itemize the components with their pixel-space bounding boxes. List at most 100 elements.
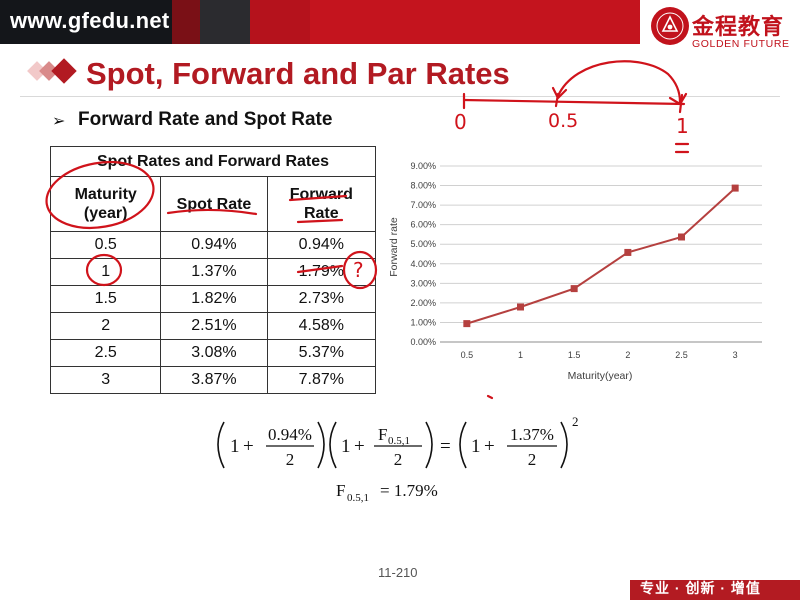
chart-y-ticks: 0.00% 1.00% 2.00% 3.00% 4.00% 5.00% 6.00% 7.00%… [410, 161, 436, 347]
right-paren [317, 421, 325, 469]
formula-one: 1 [230, 436, 240, 457]
formula-one: 1 [341, 436, 351, 457]
table-row: 2 2.51% 4.58% [49, 312, 377, 340]
header-forward-line2: Rate [303, 205, 339, 222]
chart-point [678, 233, 685, 241]
header-maturity-line1: Maturity [74, 186, 137, 203]
table-row: 1 1.37% 1.79% [49, 258, 377, 286]
cell-forward-rate: 0.94% [266, 231, 377, 259]
formula-one: 1 [471, 436, 481, 457]
cell-maturity: 2 [49, 312, 162, 340]
cell-spot-rate: 2.51% [160, 312, 268, 340]
chart-x-tick-label: 2 [625, 350, 630, 360]
table-caption-row: Spot Rates and Forward Rates [50, 146, 376, 177]
logo-seal-icon [651, 7, 689, 45]
chart-y-tick-label: 3.00% [410, 278, 436, 288]
table-header-row: Maturity (year) Spot Rate Forward Rate [49, 176, 377, 232]
chart-y-tick-label: 6.00% [410, 220, 436, 230]
footer-strip [630, 580, 800, 600]
chart-x-tick-label: 0.5 [461, 350, 474, 360]
header-block [310, 0, 640, 44]
cell-maturity: 1 [49, 258, 162, 286]
title-diamond-icon [27, 58, 77, 84]
formula-rhs-denominator: 2 [528, 450, 537, 469]
header-forward-rate: Forward Rate [266, 176, 377, 232]
formula-lhs-denominator: 2 [286, 450, 295, 469]
forward-rate-formula: 1 + 0.94% 2 1 + F 0.5,1 2 = 1 + 1.37% 2 … [217, 414, 579, 504]
formula-mid-numerator: F [378, 425, 387, 444]
formula-mid-denominator: 2 [394, 450, 403, 469]
table-row: 0.5 0.94% 0.94% [49, 231, 377, 259]
chart-y-tick-label: 1.00% [410, 317, 436, 327]
site-url[interactable]: www.gfedu.net [10, 8, 170, 33]
cell-spot-rate: 3.87% [160, 366, 268, 394]
chart-x-tick-label: 1.5 [568, 350, 581, 360]
cell-spot-rate: 1.82% [160, 285, 268, 313]
formula-rhs-numerator: 1.37% [510, 425, 554, 444]
cell-forward-rate: 5.37% [266, 339, 377, 367]
table-caption: Spot Rates and Forward Rates [50, 146, 376, 177]
cell-maturity: 2.5 [49, 339, 162, 367]
formula-mid-numerator-subscript: 0.5,1 [388, 435, 410, 447]
chart-gridlines [440, 165, 762, 343]
ink-label-half: 0.5 [548, 110, 579, 132]
left-paren [217, 421, 225, 469]
chart-x-ticks: 0.5 1 1.5 2 2.5 3 [461, 350, 738, 360]
cell-spot-rate: 3.08% [160, 339, 268, 367]
header-block [200, 0, 250, 44]
subheading-arrow-icon: ➢ [52, 113, 66, 130]
chart-y-tick-label: 0.00% [410, 337, 436, 347]
formula-result-symbol: F [336, 481, 345, 500]
formula-result-value: = 1.79% [380, 481, 438, 500]
ink-dot [486, 394, 494, 400]
formula-plus: + [243, 436, 254, 457]
chart-y-tick-label: 7.00% [410, 200, 436, 210]
chart-x-tick-label: 2.5 [675, 350, 688, 360]
header-block [250, 0, 310, 44]
chart-y-axis-label: Forward rate [388, 217, 400, 277]
timeline-tick [678, 93, 684, 114]
chart-point [624, 248, 632, 256]
page-title: Spot, Forward and Par Rates [86, 56, 510, 91]
header-spot-rate: Spot Rate [160, 176, 268, 232]
formula-plus: + [484, 436, 495, 457]
ink-label-zero: 0 [454, 110, 467, 134]
cell-maturity: 0.5 [49, 231, 162, 259]
formula-equals: = [440, 436, 451, 457]
left-paren [459, 421, 467, 469]
chart-y-tick-label: 4.00% [410, 259, 436, 269]
forward-rate-chart: 0.00% 1.00% 2.00% 3.00% 4.00% 5.00% 6.00% 7.00%… [388, 161, 762, 382]
formula-result-subscript: 0.5,1 [347, 492, 369, 504]
cell-spot-rate: 0.94% [160, 231, 268, 259]
formula-lhs-numerator: 0.94% [268, 425, 312, 444]
chart-x-axis-label: Maturity(year) [568, 370, 633, 382]
header-maturity-line2: (year) [83, 205, 128, 222]
chart-x-tick-label: 1 [518, 350, 523, 360]
chart-y-tick-label: 2.00% [410, 298, 436, 308]
chart-y-tick-label: 8.00% [410, 181, 436, 191]
header-forward-line1: Forward [289, 186, 353, 203]
table-row: 1.5 1.82% 2.73% [49, 285, 377, 313]
chart-point [570, 285, 578, 293]
chart-point [463, 320, 471, 328]
chart-y-tick-label: 9.00% [410, 161, 436, 171]
left-paren [329, 421, 337, 469]
subheading: Forward Rate and Spot Rate [78, 109, 333, 130]
cell-forward-rate: 2.73% [266, 285, 377, 313]
footer-slogan: 专业 · 创新 · 增值 [640, 580, 761, 596]
header-block [0, 0, 172, 44]
header-block [172, 0, 200, 44]
chart-point [731, 184, 739, 192]
cell-maturity: 3 [49, 366, 162, 394]
ink-label-one: 1 [676, 114, 689, 138]
cell-forward-rate: 4.58% [266, 312, 377, 340]
forward-rate-line [466, 187, 736, 325]
title-divider [20, 96, 780, 97]
table-row: 2.5 3.08% 5.37% [49, 339, 377, 367]
logo-chinese-text: 金程教育 [692, 14, 785, 39]
timeline-line [462, 98, 686, 106]
cell-spot-rate: 1.37% [160, 258, 268, 286]
ink-question-mark: ? [353, 258, 364, 282]
right-paren [425, 421, 433, 469]
chart-x-tick-label: 3 [733, 350, 738, 360]
